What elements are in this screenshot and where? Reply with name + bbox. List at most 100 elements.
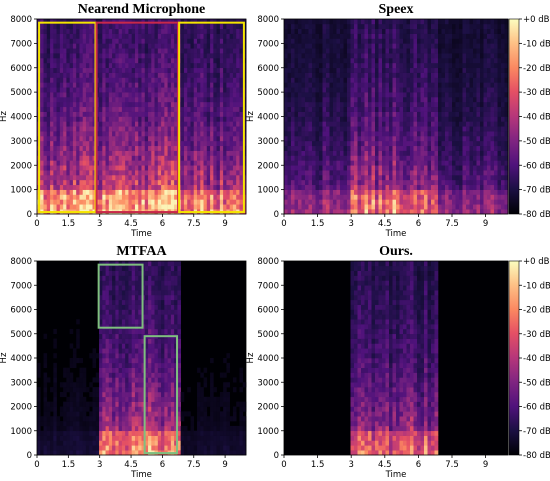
spectrogram-cell [417, 67, 421, 73]
spectrogram-cell [441, 131, 446, 137]
spectrogram-cell [151, 170, 155, 176]
spectrogram-cell [326, 160, 330, 166]
spectrogram-cell [301, 101, 306, 108]
spectrogram-cell [144, 19, 149, 25]
spectrogram-cell [287, 189, 292, 195]
spectrogram-cell [56, 179, 61, 186]
spectrogram-cell [89, 43, 93, 49]
spectrogram-cell [131, 170, 136, 176]
spectrogram-cell [56, 175, 61, 181]
spectrogram-cell [455, 111, 460, 117]
spectrogram-cell [43, 19, 48, 25]
spectrogram-cell [287, 67, 292, 73]
spectrogram-cell [223, 97, 227, 103]
spectrogram-cell [417, 121, 421, 127]
spectrogram-cell [108, 160, 113, 166]
spectrogram-cell [298, 97, 302, 103]
spectrogram-cell [66, 145, 70, 151]
y-tick-label: 7000 [10, 39, 32, 49]
spectrogram-cell [343, 19, 348, 25]
spectrogram-cell [396, 97, 400, 103]
spectrogram-cell [92, 87, 97, 93]
spectrogram-cell [389, 184, 393, 190]
spectrogram-cell [399, 160, 404, 166]
spectrogram-cell [128, 67, 133, 73]
spectrogram-cell [403, 48, 407, 54]
spectrogram-cell [368, 165, 372, 171]
spectrogram-cell [389, 19, 393, 25]
spectrogram-cell [197, 101, 201, 108]
spectrogram-cell [213, 170, 217, 176]
spectrogram-cell [308, 19, 313, 25]
spectrogram-cell [284, 72, 288, 78]
spectrogram-cell [164, 121, 168, 127]
spectrogram-cell [134, 121, 139, 127]
spectrogram-cell [63, 140, 67, 147]
spectrogram-cell [46, 53, 51, 59]
spectrogram-cell [476, 126, 481, 132]
spectrogram-cell [144, 204, 149, 210]
spectrogram-cell [480, 170, 484, 176]
spectrogram-cell [99, 136, 103, 142]
spectrogram-cell [203, 160, 208, 166]
spectrogram-cell [190, 97, 195, 103]
spectrogram-cell [82, 116, 87, 122]
spectrogram-cell [490, 116, 495, 122]
spectrogram-cell [89, 48, 93, 54]
spectrogram-cell [459, 58, 463, 64]
spectrogram-cell [301, 140, 306, 147]
spectrogram-cell [170, 19, 175, 25]
spectrogram-cell [389, 131, 393, 137]
spectrogram-cell [389, 72, 393, 78]
spectrogram-cell [89, 175, 93, 181]
spectrogram-cell [490, 67, 495, 73]
spectrogram-cell [219, 204, 224, 210]
spectrogram-cell [455, 53, 460, 59]
spectrogram-cell [59, 145, 64, 151]
spectrogram-cell [121, 194, 126, 200]
spectrogram-cell [312, 92, 316, 98]
spectrogram-cell [239, 131, 244, 137]
spectrogram-cell [89, 170, 93, 176]
spectrogram-cell [382, 145, 386, 151]
spectrogram-cell [236, 92, 240, 98]
spectrogram-cell [420, 101, 425, 108]
spectrogram-cell [487, 97, 491, 103]
spectrogram-cell [315, 97, 320, 103]
spectrogram-cell [125, 116, 129, 122]
spectrogram-cell [326, 82, 330, 88]
spectrogram-cell [396, 189, 400, 195]
spectrogram-cell [141, 140, 146, 147]
spectrogram-cell [399, 165, 404, 171]
spectrogram-cell [420, 111, 425, 117]
spectrogram-cell [206, 101, 211, 108]
spectrogram-cell [144, 145, 149, 151]
spectrogram-cell [210, 199, 214, 205]
spectrogram-cell [63, 179, 67, 186]
spectrogram-cell [226, 165, 230, 171]
spectrogram-cell [434, 204, 439, 210]
spectrogram-cell [56, 165, 61, 171]
spectrogram-cell [375, 160, 379, 166]
spectrogram-cell [79, 126, 84, 132]
spectrogram-cell [219, 170, 224, 176]
spectrogram-cell [105, 43, 110, 49]
spectrogram-cell [319, 199, 323, 205]
spectrogram-cell [336, 126, 341, 132]
spectrogram-cell [99, 106, 103, 112]
spectrogram-cell [154, 53, 159, 59]
spectrogram-cell [396, 204, 400, 210]
spectrogram-cell [406, 23, 411, 30]
spectrogram-cell [438, 121, 442, 127]
spectrogram-cell [141, 38, 146, 44]
spectrogram-cell [206, 160, 211, 166]
spectrogram-cell [193, 116, 198, 122]
spectrogram-cell [438, 19, 442, 25]
spectrogram-cell [368, 82, 372, 88]
spectrogram-cell [89, 116, 93, 122]
spectrogram-cell [445, 199, 449, 205]
spectrogram-cell [431, 175, 435, 181]
spectrogram-cell [490, 97, 495, 103]
spectrogram-cell [357, 43, 362, 49]
spectrogram-cell [53, 116, 57, 122]
